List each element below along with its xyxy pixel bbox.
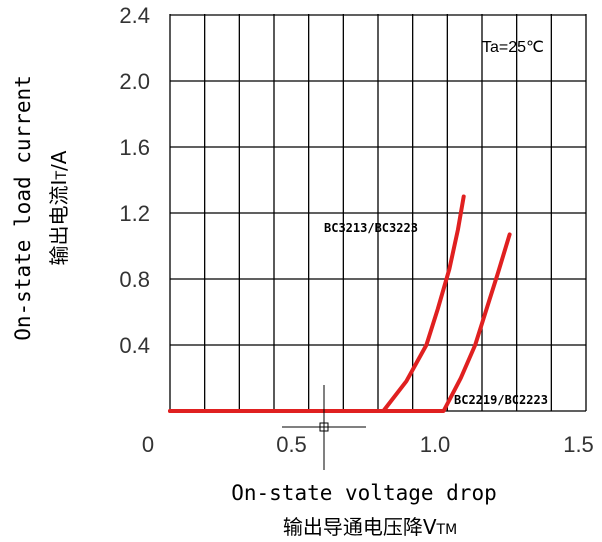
y-tick-label: 2.4 [119, 3, 150, 28]
y-axis-title-group: On-state load current [11, 75, 35, 341]
series-label: BC3213/BC3223 [324, 221, 418, 235]
series-line [168, 232, 512, 413]
x-tick-label: 1.0 [420, 432, 451, 457]
y-axis-title-cn-main: 输出电流I [47, 180, 71, 266]
y-axis-title-cn-sub: T [54, 171, 70, 181]
y-tick-label: 1.2 [119, 201, 150, 226]
y-axis-title: On-state load current [11, 75, 35, 341]
x-axis-title: On-state voltage drop [231, 481, 497, 505]
series-label: BC2219/BC2223 [454, 393, 548, 407]
y-tick-labels: 0.4 0.8 1.2 1.6 2.0 2.4 [119, 3, 150, 358]
temperature-annotation: Ta=25℃ [482, 39, 544, 56]
y-tick-label: 1.6 [119, 135, 150, 160]
y-tick-label: 0.8 [119, 267, 150, 292]
x-tick-labels: 0 0.5 1.0 1.5 [142, 432, 594, 457]
grid [169, 14, 587, 412]
y-tick-label: 2.0 [119, 69, 150, 94]
x-axis-title-cn: 输出导通电压降VTM [283, 515, 457, 539]
y-tick-label: 0.4 [119, 333, 150, 358]
x-tick-label: 0.5 [276, 432, 307, 457]
y-axis-title-cn-unit: /A [47, 150, 71, 171]
x-tick-label: 0 [142, 432, 154, 457]
x-axis-title-cn-main: 输出导通电压降V [283, 515, 437, 539]
y-axis-title-cn: 输出电流IT/A [47, 150, 71, 265]
y-axis-title-cn-group: 输出电流IT/A [47, 150, 71, 265]
x-axis-title-cn-sub: TM [436, 522, 458, 538]
series-line [168, 194, 466, 413]
x-tick-label: 1.5 [563, 432, 594, 457]
crosshair-marker [282, 385, 366, 470]
series-lines [168, 194, 512, 413]
series-labels: BC3213/BC3223 BC2219/BC2223 [324, 221, 548, 407]
